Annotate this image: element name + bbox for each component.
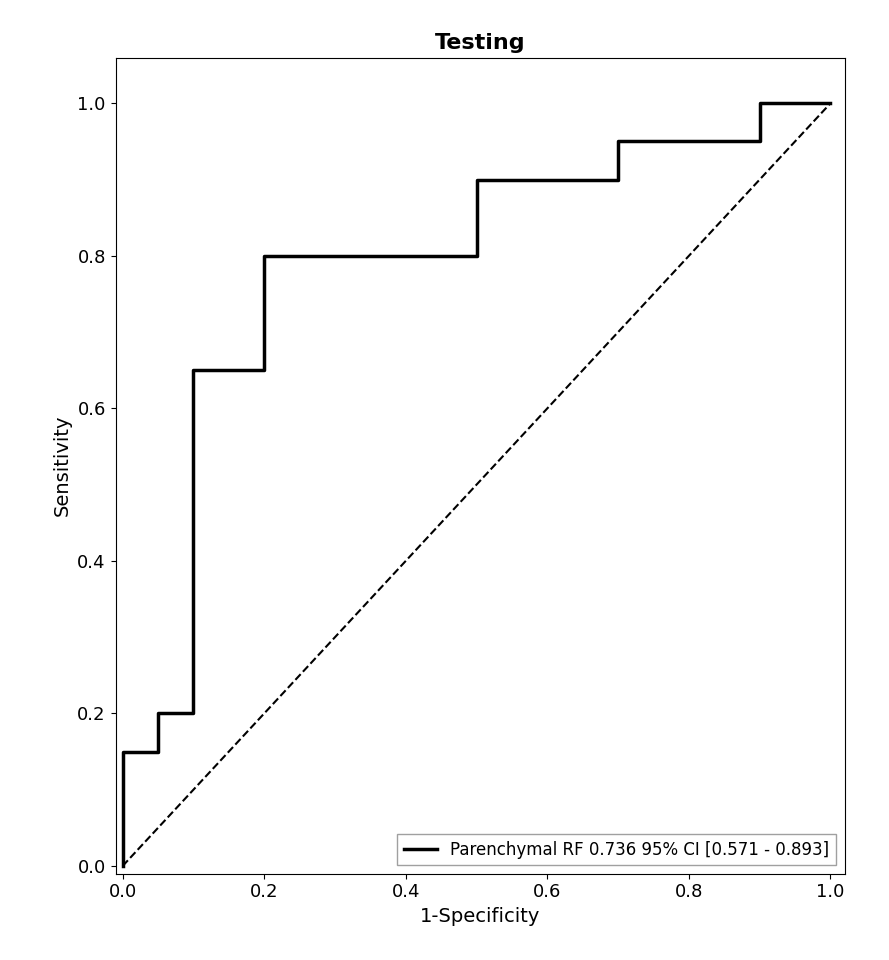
Parenchymal RF 0.736 95% CI [0.571 - 0.893] (153, 746, 164, 757)
Parenchymal RF 0.736 95% CI [0.571 - 0.893] (613, 135, 623, 147)
Parenchymal RF 0.736 95% CI [0.571 - 0.893] (754, 98, 765, 109)
Parenchymal RF 0.736 95% CI [0.571 - 0.893] (259, 365, 269, 376)
Legend: Parenchymal RF 0.736 95% CI [0.571 - 0.893]: Parenchymal RF 0.736 95% CI [0.571 - 0.8… (397, 834, 837, 865)
Parenchymal RF 0.736 95% CI [0.571 - 0.893] (259, 251, 269, 262)
Parenchymal RF 0.736 95% CI [0.571 - 0.893] (471, 174, 482, 185)
Parenchymal RF 0.736 95% CI [0.571 - 0.893] (117, 746, 128, 757)
Parenchymal RF 0.736 95% CI [0.571 - 0.893] (471, 251, 482, 262)
Parenchymal RF 0.736 95% CI [0.571 - 0.893] (188, 365, 199, 376)
X-axis label: 1-Specificity: 1-Specificity (420, 907, 541, 925)
Y-axis label: Sensitivity: Sensitivity (52, 415, 72, 516)
Line: Parenchymal RF 0.736 95% CI [0.571 - 0.893]: Parenchymal RF 0.736 95% CI [0.571 - 0.8… (123, 104, 830, 866)
Parenchymal RF 0.736 95% CI [0.571 - 0.893] (754, 135, 765, 147)
Parenchymal RF 0.736 95% CI [0.571 - 0.893] (117, 860, 128, 872)
Parenchymal RF 0.736 95% CI [0.571 - 0.893] (613, 174, 623, 185)
Parenchymal RF 0.736 95% CI [0.571 - 0.893] (188, 708, 199, 719)
Title: Testing: Testing (435, 34, 525, 53)
Parenchymal RF 0.736 95% CI [0.571 - 0.893] (825, 98, 836, 109)
Parenchymal RF 0.736 95% CI [0.571 - 0.893] (153, 708, 164, 719)
